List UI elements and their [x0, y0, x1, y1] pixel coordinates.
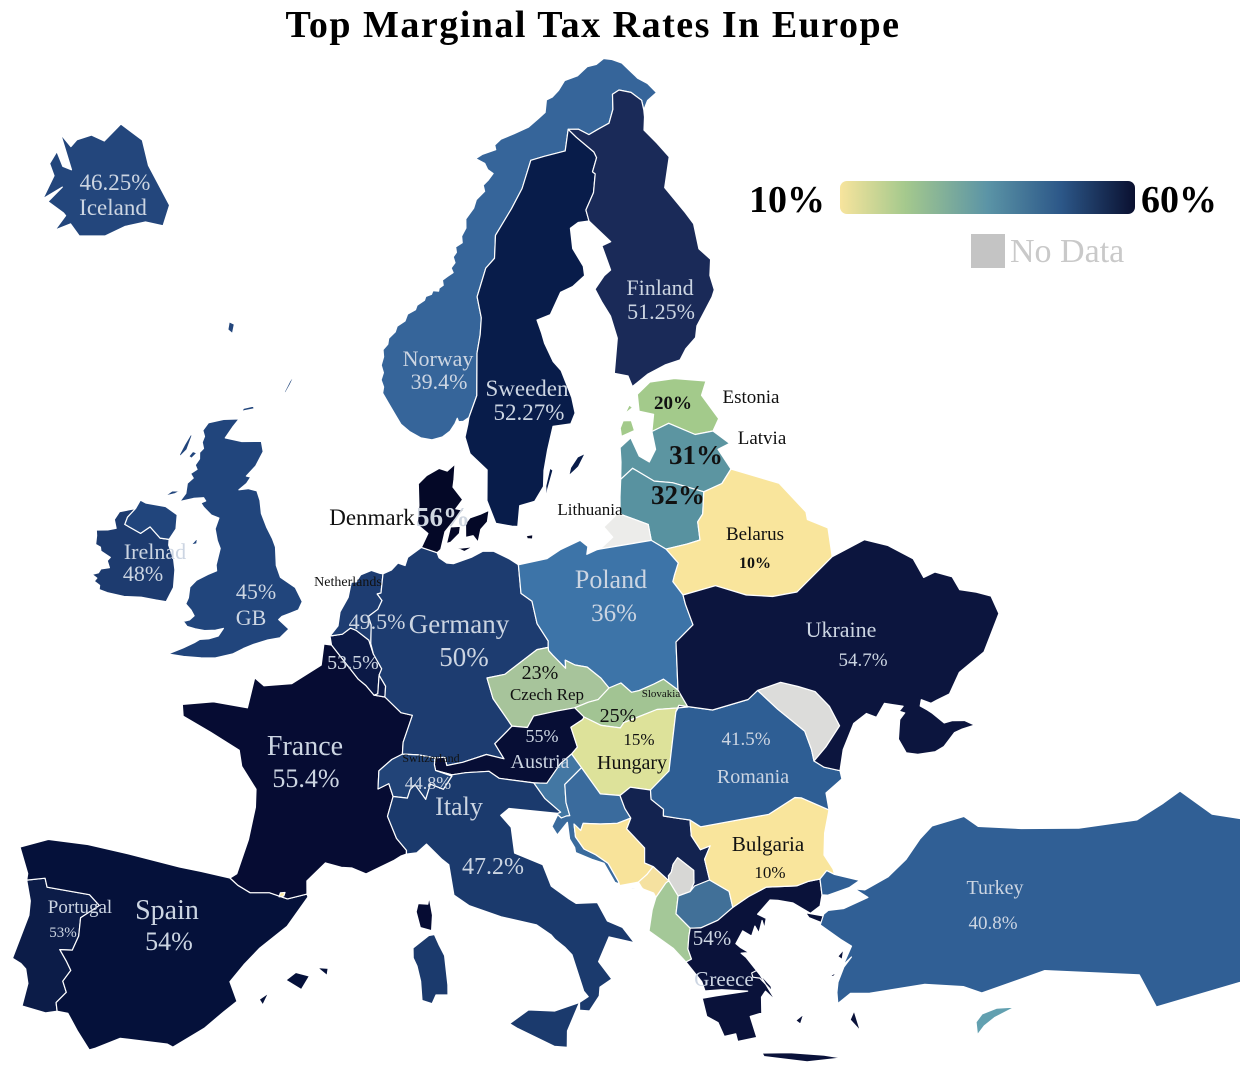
svg-text:23%: 23%: [522, 662, 559, 684]
svg-text:36%: 36%: [591, 600, 637, 627]
svg-text:46.25%: 46.25%: [80, 170, 151, 195]
svg-text:Czech Rep: Czech Rep: [510, 685, 584, 704]
svg-text:55%: 55%: [526, 726, 559, 746]
svg-text:Spain: Spain: [135, 895, 199, 926]
svg-text:56%: 56%: [416, 502, 470, 532]
svg-text:Germany: Germany: [409, 609, 510, 639]
svg-text:France: France: [267, 731, 343, 762]
svg-text:44.8%: 44.8%: [405, 773, 452, 793]
svg-text:Italy: Italy: [435, 792, 483, 821]
svg-text:55.4%: 55.4%: [272, 764, 339, 793]
svg-text:Romania: Romania: [717, 766, 789, 788]
svg-text:15%: 15%: [623, 730, 654, 749]
svg-text:Austria: Austria: [511, 751, 570, 773]
svg-text:10%: 10%: [749, 179, 825, 221]
svg-text:20%: 20%: [654, 393, 692, 414]
svg-text:Hungary: Hungary: [597, 752, 667, 774]
svg-text:Iceland: Iceland: [79, 195, 147, 220]
svg-text:45%: 45%: [236, 579, 276, 604]
svg-text:Ukraine: Ukraine: [806, 617, 877, 642]
svg-text:60%: 60%: [1141, 179, 1217, 221]
svg-text:Slovakia: Slovakia: [642, 688, 681, 700]
svg-text:Turkey: Turkey: [966, 877, 1023, 899]
svg-text:Bulgaria: Bulgaria: [732, 832, 805, 856]
svg-text:Portugal: Portugal: [48, 897, 112, 918]
svg-text:54%: 54%: [693, 926, 732, 950]
svg-text:32%: 32%: [651, 480, 705, 510]
svg-text:Poland: Poland: [575, 565, 647, 594]
svg-text:Estonia: Estonia: [723, 387, 781, 408]
svg-text:50%: 50%: [439, 642, 489, 672]
svg-text:Latvia: Latvia: [738, 428, 787, 449]
svg-text:10%: 10%: [739, 555, 771, 572]
svg-text:41.5%: 41.5%: [721, 729, 770, 750]
svg-text:48%: 48%: [123, 561, 163, 586]
svg-text:GB: GB: [236, 605, 267, 630]
svg-text:10%: 10%: [754, 863, 785, 882]
svg-text:Sweeden: Sweeden: [485, 376, 569, 401]
svg-text:47.2%: 47.2%: [462, 854, 524, 880]
svg-text:Finland: Finland: [626, 275, 693, 300]
svg-text:49.5%: 49.5%: [349, 609, 406, 634]
svg-text:54%: 54%: [145, 927, 193, 956]
svg-text:Belarus: Belarus: [726, 524, 784, 545]
svg-text:Switzerland: Switzerland: [402, 751, 459, 765]
svg-text:Irelnad: Irelnad: [124, 539, 186, 564]
svg-text:40.8%: 40.8%: [968, 913, 1017, 934]
svg-text:54.7%: 54.7%: [838, 650, 887, 671]
svg-text:25%: 25%: [600, 705, 637, 727]
svg-text:Lithuania: Lithuania: [557, 500, 623, 519]
svg-text:Netherlands: Netherlands: [314, 575, 382, 590]
svg-text:Denmark: Denmark: [329, 505, 415, 530]
svg-text:52.27%: 52.27%: [494, 400, 565, 425]
svg-text:No Data: No Data: [1010, 233, 1124, 270]
svg-text:31%: 31%: [669, 440, 723, 470]
svg-text:39.4%: 39.4%: [411, 369, 468, 394]
svg-text:Norway: Norway: [403, 346, 474, 371]
svg-text:51.25%: 51.25%: [627, 299, 695, 324]
svg-text:Greece: Greece: [694, 967, 753, 991]
svg-text:Top Marginal Tax Rates In Euro: Top Marginal Tax Rates In Europe: [286, 4, 901, 46]
svg-text:53.5%: 53.5%: [327, 652, 379, 674]
svg-text:53%: 53%: [49, 925, 77, 941]
